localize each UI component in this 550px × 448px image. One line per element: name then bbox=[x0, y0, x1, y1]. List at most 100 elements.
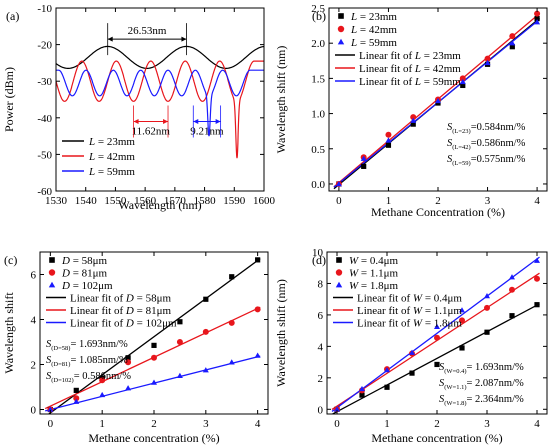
data-point-s1 bbox=[385, 142, 392, 148]
y-tick-label: -20 bbox=[37, 40, 52, 52]
sensitivity-label: S(L=42)=0.586nm/% bbox=[447, 138, 526, 151]
panel-label: (b) bbox=[312, 9, 326, 23]
legend-label: Linear fit of L = 42mm bbox=[359, 63, 461, 75]
legend-label: W = 1.1μm bbox=[349, 268, 399, 280]
data-point-s3 bbox=[410, 117, 417, 123]
legend-marker bbox=[337, 25, 345, 33]
data-point-s3 bbox=[254, 352, 261, 358]
fit-line-3 bbox=[331, 256, 540, 412]
data-point-s1 bbox=[255, 257, 261, 263]
y-tick-label: 2.0 bbox=[311, 38, 325, 50]
x-tick-label: 1560 bbox=[134, 195, 157, 207]
legend-label: L = 23mm bbox=[350, 11, 397, 23]
legend-label: Linear fit of D = 81μm bbox=[70, 305, 171, 317]
data-point-s3 bbox=[434, 323, 440, 329]
legend-marker bbox=[338, 13, 344, 19]
data-point-s2 bbox=[73, 395, 80, 402]
legend-marker bbox=[335, 269, 343, 276]
data-point-s3 bbox=[509, 274, 515, 280]
y-tick-label: 10 bbox=[312, 247, 324, 259]
data-point-s1 bbox=[409, 370, 415, 376]
legend-label: Linear fit of D = 102μm bbox=[70, 318, 177, 330]
plot-area bbox=[56, 45, 264, 159]
data-point-s3 bbox=[359, 385, 365, 392]
plot-area bbox=[44, 257, 261, 414]
x-tick-label: 4 bbox=[534, 418, 540, 430]
data-point-s3 bbox=[125, 385, 132, 391]
data-point-s3 bbox=[385, 137, 392, 143]
legend-marker bbox=[48, 281, 56, 288]
y-tick-label: -10 bbox=[37, 3, 52, 15]
x-tick-label: 1600 bbox=[253, 195, 276, 207]
x-tick-label: 1 bbox=[386, 195, 392, 207]
y-tick-label: 4 bbox=[318, 341, 324, 353]
y-tick-label: -30 bbox=[37, 76, 52, 88]
data-point-s2 bbox=[484, 55, 491, 62]
arrowhead-right bbox=[181, 36, 187, 42]
x-tick-label: 2 bbox=[434, 418, 440, 430]
y-tick-label: 0.5 bbox=[311, 144, 325, 156]
panel-label: (d) bbox=[312, 253, 326, 267]
legend-marker bbox=[335, 281, 343, 288]
data-point-s1 bbox=[534, 302, 540, 308]
y-tick-label: 4 bbox=[31, 315, 37, 327]
arrowhead-right bbox=[215, 118, 221, 124]
sensitivity-label: S(L=59)=0.575nm/% bbox=[447, 154, 526, 167]
data-point-s2 bbox=[176, 339, 183, 345]
x-tick-label: 1590 bbox=[223, 195, 246, 207]
data-point-s2 bbox=[434, 334, 440, 341]
x-tick-label: 1580 bbox=[194, 195, 217, 207]
annotation-label: 26.53nm bbox=[128, 25, 167, 37]
data-point-s1 bbox=[484, 329, 490, 335]
data-point-s2 bbox=[151, 354, 157, 361]
data-point-s2 bbox=[385, 131, 392, 138]
plot-frame bbox=[55, 7, 265, 192]
sensitivity-label: S(W=0.4)= 1.693nm/% bbox=[439, 362, 524, 375]
y-axis-title: Wavelength shift (nm) bbox=[274, 279, 288, 387]
fit-line-1 bbox=[331, 303, 540, 414]
panel-d: 0 1 2 3 4 0 2 4 6 8 10 Methane concentration (%) Wav… bbox=[274, 247, 548, 445]
data-point-s2 bbox=[509, 286, 515, 293]
legend-label: D = 81μm bbox=[61, 268, 108, 280]
legend-label: L = 59mm bbox=[88, 166, 135, 178]
data-point-s3 bbox=[334, 406, 340, 412]
data-point-s3 bbox=[509, 40, 516, 46]
x-tick-label: 2 bbox=[435, 195, 441, 207]
x-tick-label: 1540 bbox=[75, 195, 98, 207]
legend-label: W = 0.4μm bbox=[349, 255, 399, 267]
data-point-s1 bbox=[459, 345, 465, 351]
x-tick-label: 0 bbox=[336, 195, 342, 207]
data-point-s1 bbox=[177, 319, 183, 325]
y-tick-label: 0 bbox=[31, 405, 37, 417]
data-point-s2 bbox=[202, 328, 209, 335]
x-tick-label: 1530 bbox=[45, 195, 68, 207]
legend-label: L = 42mm bbox=[88, 151, 135, 163]
x-tick-label: 4 bbox=[534, 195, 540, 207]
panel-b: 0 1 2 3 4 0.0 0.5 1.0 1.5 2.0 2.5 Methane Concentra… bbox=[274, 3, 548, 219]
y-tick-label: 1.5 bbox=[311, 73, 325, 85]
legend-label: L = 42mm bbox=[350, 24, 397, 36]
legend-marker bbox=[337, 38, 345, 45]
data-point-s2 bbox=[459, 75, 466, 82]
data-point-s3 bbox=[435, 97, 441, 104]
arrowhead-left bbox=[133, 118, 139, 124]
sensitivity-label: S(D=102)= 0.586nm/% bbox=[46, 371, 131, 384]
y-tick-label: 2.5 bbox=[311, 3, 325, 15]
sensitivity-label: S(D=81)= 1.085nm/% bbox=[46, 355, 128, 368]
legend-label: W = 1.8μm bbox=[349, 280, 399, 292]
legend-label: Linear fit of L = 23mm bbox=[359, 50, 461, 62]
y-tick-label: 0.0 bbox=[311, 179, 325, 191]
spectrum-line-2 bbox=[56, 60, 264, 159]
data-point-s2 bbox=[484, 304, 490, 311]
legend-label: L = 23mm bbox=[88, 136, 135, 148]
panel-a: 1530 1540 1550 1560 1570 1580 1590 1600 -60 -50 -4… bbox=[2, 3, 276, 212]
data-point-s1 bbox=[229, 274, 235, 280]
y-axis-title: Wavelength shift (nm) bbox=[274, 46, 288, 154]
x-tick-label: 3 bbox=[484, 418, 490, 430]
plot-area bbox=[333, 10, 541, 190]
data-point-s3 bbox=[335, 180, 342, 187]
data-point-s3 bbox=[47, 406, 54, 412]
x-tick-label: 1 bbox=[384, 418, 390, 430]
x-axis-title: Wavelength (nm) bbox=[118, 198, 201, 212]
